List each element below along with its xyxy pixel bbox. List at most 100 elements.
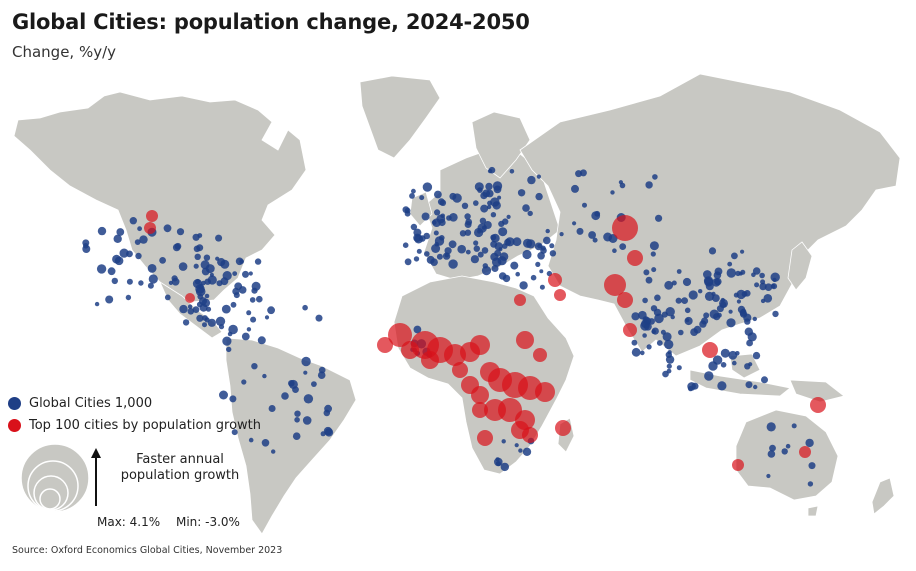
- global-city-marker: [728, 350, 738, 360]
- global-city-marker: [448, 240, 457, 249]
- global-city-marker: [703, 312, 710, 319]
- global-city-marker: [288, 380, 295, 387]
- global-city-marker: [703, 270, 712, 279]
- global-city-marker: [549, 250, 557, 257]
- top-growth-city-marker: [470, 335, 490, 355]
- global-city-marker: [675, 297, 682, 304]
- global-city-marker: [767, 450, 776, 458]
- global-city-marker: [744, 327, 753, 336]
- global-city-marker: [193, 263, 199, 269]
- global-city-marker: [539, 284, 545, 290]
- global-city-marker: [719, 298, 728, 308]
- top-growth-city-marker: [554, 289, 566, 301]
- global-city-marker: [591, 211, 601, 221]
- global-city-marker: [534, 242, 543, 251]
- global-city-marker: [760, 279, 766, 285]
- global-city-marker: [464, 213, 471, 220]
- global-city-marker: [720, 362, 727, 368]
- top-growth-city-marker: [421, 351, 439, 369]
- global-city-marker: [482, 263, 488, 269]
- global-city-marker: [785, 443, 791, 449]
- global-city-marker: [111, 277, 119, 285]
- global-city-marker: [137, 226, 143, 232]
- global-city-marker: [203, 254, 211, 261]
- top-growth-city-marker: [732, 459, 744, 471]
- global-city-marker: [571, 184, 579, 193]
- global-city-marker: [171, 277, 180, 286]
- global-city-marker: [654, 313, 664, 324]
- global-city-marker: [769, 444, 776, 452]
- global-city-marker: [490, 234, 497, 241]
- global-city-marker: [424, 251, 430, 257]
- global-city-marker: [410, 223, 418, 231]
- global-city-marker: [698, 289, 703, 294]
- top-growth-city-marker: [604, 274, 626, 296]
- global-city-marker: [661, 311, 668, 318]
- global-city-marker: [693, 325, 702, 334]
- global-city-marker: [235, 257, 244, 266]
- global-city-marker: [530, 274, 537, 281]
- global-city-marker: [126, 278, 133, 285]
- global-city-marker: [431, 244, 441, 253]
- global-city-marker: [107, 267, 116, 276]
- global-city-marker: [431, 220, 437, 225]
- global-city-marker: [249, 297, 256, 303]
- global-city-marker: [434, 190, 442, 199]
- legend-item-global-cities: Global Cities 1,000: [8, 392, 268, 414]
- global-city-marker: [257, 336, 266, 345]
- global-city-marker: [650, 251, 656, 257]
- global-city-marker: [311, 381, 317, 387]
- global-city-marker: [523, 238, 533, 248]
- global-city-marker: [654, 294, 661, 302]
- global-city-marker: [728, 309, 733, 314]
- global-city-marker: [539, 269, 544, 274]
- global-city-marker: [770, 283, 778, 290]
- top-growth-city-marker: [810, 397, 826, 413]
- global-city-marker: [676, 365, 682, 371]
- top-growth-city-marker: [623, 323, 637, 337]
- global-city-marker: [662, 332, 672, 342]
- global-city-marker: [222, 336, 232, 346]
- global-city-marker: [518, 448, 523, 453]
- global-city-marker: [491, 265, 499, 272]
- global-city-marker: [726, 318, 736, 328]
- global-city-marker: [402, 242, 409, 248]
- global-city-marker: [413, 256, 420, 262]
- global-city-marker: [464, 229, 472, 236]
- global-city-marker: [294, 410, 301, 417]
- global-city-marker: [612, 248, 617, 253]
- global-city-marker: [411, 188, 416, 194]
- global-city-marker: [763, 294, 773, 303]
- global-city-marker: [509, 169, 515, 174]
- global-city-marker: [419, 195, 425, 201]
- global-city-marker: [805, 438, 814, 448]
- land-tasmania: [807, 505, 819, 517]
- top-growth-city-marker: [612, 215, 638, 241]
- global-city-marker: [404, 258, 412, 266]
- global-city-marker: [766, 422, 776, 432]
- global-city-marker: [164, 294, 171, 301]
- top-growth-city-marker: [472, 402, 488, 418]
- global-city-marker: [559, 232, 564, 237]
- global-city-marker: [631, 312, 640, 321]
- global-city-marker: [517, 189, 526, 197]
- global-city-marker: [745, 381, 753, 389]
- land-australia: [735, 409, 839, 501]
- global-city-marker: [712, 294, 720, 302]
- global-city-marker: [740, 249, 745, 254]
- global-city-marker: [473, 240, 479, 246]
- global-city-marker: [238, 286, 247, 294]
- global-city-marker: [448, 259, 458, 269]
- global-city-marker: [717, 381, 727, 391]
- global-city-marker: [114, 256, 124, 266]
- global-city-marker: [751, 272, 756, 278]
- global-city-marker: [753, 384, 758, 390]
- global-city-marker: [105, 295, 114, 304]
- global-city-marker: [220, 259, 230, 269]
- global-city-marker: [644, 322, 652, 331]
- global-city-marker: [219, 390, 228, 400]
- global-city-marker: [439, 235, 445, 241]
- land-north-america: [13, 91, 307, 303]
- top-growth-city-marker: [146, 210, 158, 222]
- global-city-marker: [230, 301, 237, 308]
